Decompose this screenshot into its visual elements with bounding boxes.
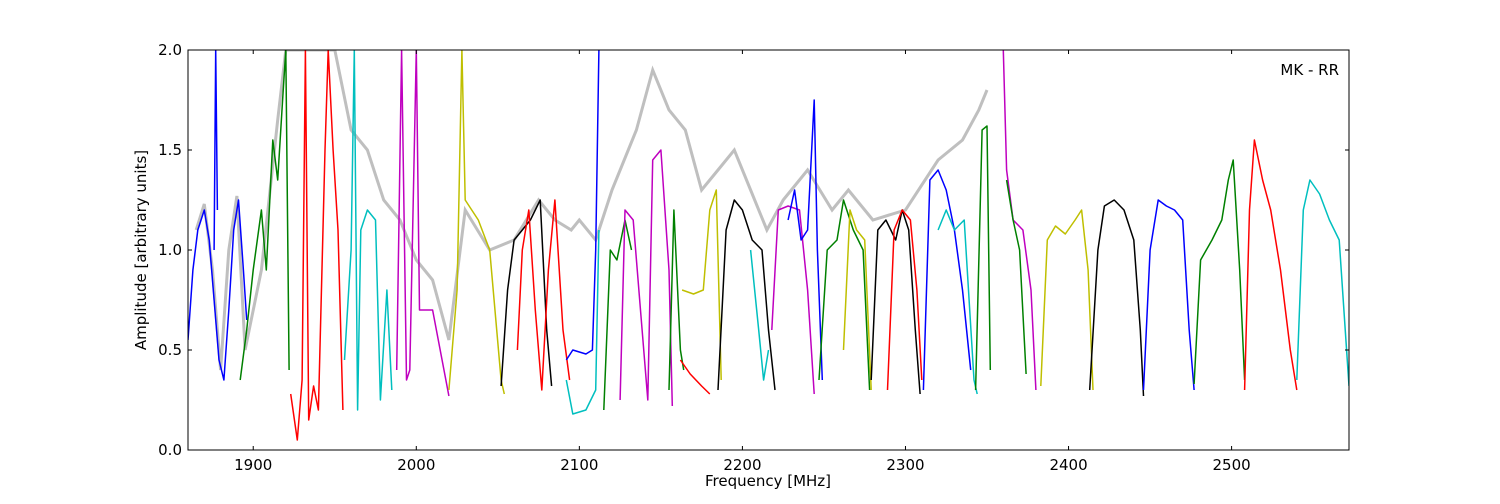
series-line-2 <box>239 50 290 381</box>
series-line-17 <box>749 249 770 381</box>
series-line-22 <box>870 209 921 395</box>
y-tick-label: 1.5 <box>158 141 182 159</box>
x-tick-label: 2200 <box>723 456 761 474</box>
y-axis-label: Amplitude [arbitrary units] <box>132 150 150 350</box>
series-line-34 <box>1296 179 1349 387</box>
series-line-24 <box>922 169 972 391</box>
y-axis-ticks: 0.0 0.5 1.0 1.5 2.0 <box>158 41 1349 459</box>
series-line-1 <box>213 50 219 251</box>
series-line-4 <box>343 50 393 411</box>
x-tick-label: 2000 <box>397 456 435 474</box>
series-layer <box>188 50 1349 441</box>
series-line-18 <box>771 205 815 395</box>
series-line-27 <box>1002 50 1037 391</box>
series-line-33 <box>1243 139 1298 391</box>
series-line-20 <box>818 199 871 391</box>
series-line-32 <box>1193 159 1246 385</box>
x-axis-ticks: 1900 2000 2100 2200 2300 2400 2500 <box>234 50 1251 474</box>
series-line-25 <box>937 209 978 395</box>
series-line-11 <box>603 219 633 411</box>
series-line-28 <box>1005 179 1027 375</box>
series-line-8 <box>516 199 571 391</box>
series-line-6 <box>448 50 506 395</box>
series-line-3 <box>289 50 344 441</box>
y-tick-label: 0.5 <box>158 341 182 359</box>
series-line-0 <box>188 199 248 381</box>
series-line-14 <box>679 359 711 395</box>
x-tick-label: 2300 <box>886 456 924 474</box>
series-line-19 <box>787 99 824 381</box>
series-line-26 <box>974 125 992 391</box>
series-line-31 <box>1142 199 1195 391</box>
series-line-29 <box>1040 209 1094 391</box>
series-line-30 <box>1088 199 1145 397</box>
x-axis-label: Frequency [MHz] <box>705 472 831 490</box>
x-tick-label: 2100 <box>560 456 598 474</box>
x-tick-label: 1900 <box>234 456 272 474</box>
series-line-10 <box>565 229 600 415</box>
series-line-16 <box>717 199 776 391</box>
plot-frame <box>187 49 1350 451</box>
series-line-15 <box>681 189 722 381</box>
y-tick-label: 1.0 <box>158 241 182 259</box>
y-tick-label: 2.0 <box>158 41 182 59</box>
series-line-13 <box>668 209 685 391</box>
x-tick-label: 2400 <box>1049 456 1087 474</box>
series-line-9 <box>565 50 600 361</box>
series-line-12 <box>619 149 674 407</box>
series-line-23 <box>886 209 923 391</box>
series-line-21 <box>842 209 872 391</box>
series-line-5 <box>395 50 450 397</box>
chart-annotation: MK - RR <box>1280 61 1339 79</box>
x-tick-label: 2500 <box>1213 456 1251 474</box>
y-tick-label: 0.0 <box>158 441 182 459</box>
